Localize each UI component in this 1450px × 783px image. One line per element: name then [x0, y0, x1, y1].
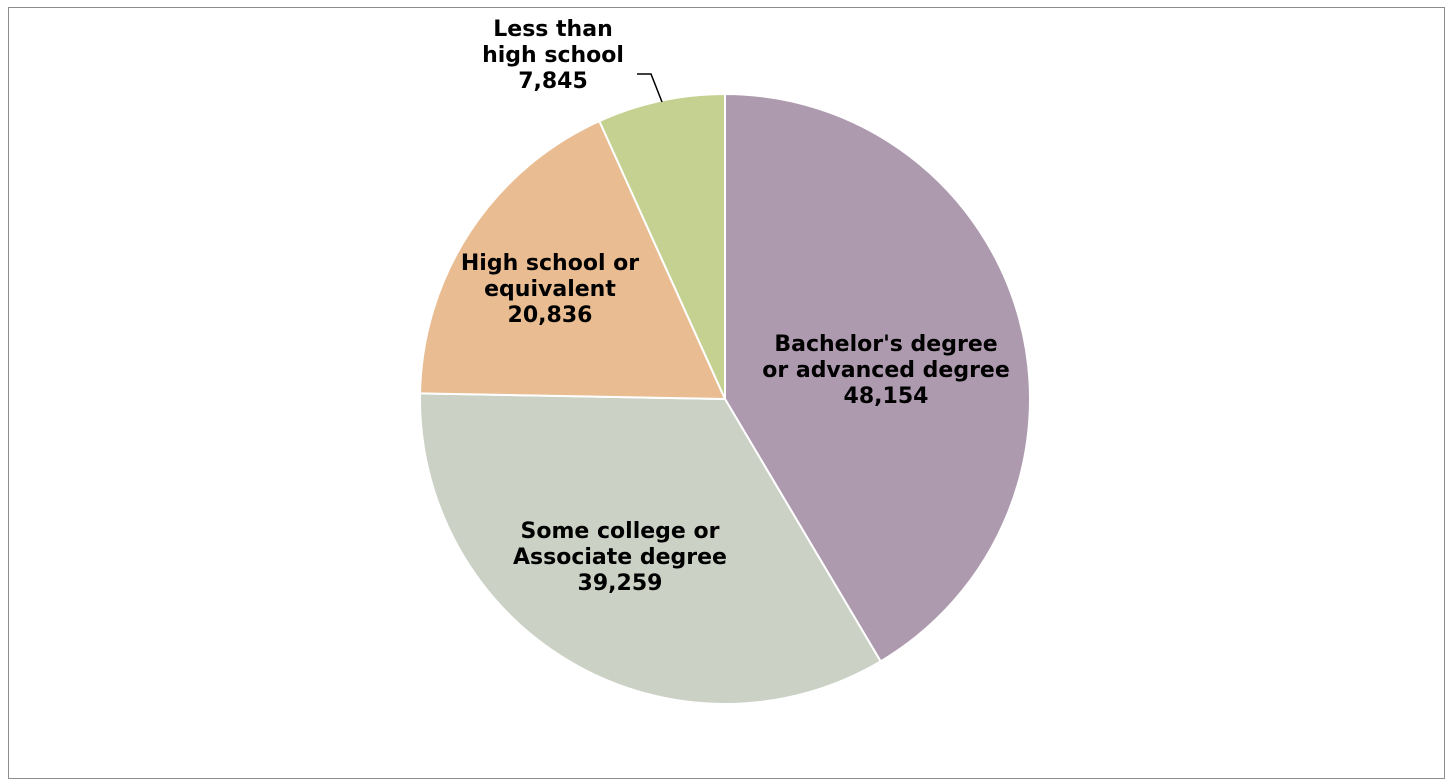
slice-category-label: Less than [493, 17, 612, 42]
pie-slices [420, 94, 1030, 704]
slice-category-label: Bachelor's degree [774, 332, 997, 357]
slice-category-label: or advanced degree [762, 358, 1010, 383]
leader-line-3 [637, 74, 662, 102]
slice-label-3: Less than high school 7,845 [482, 17, 624, 94]
slice-category-label: high school [482, 43, 624, 68]
slice-category-label: equivalent [484, 277, 616, 302]
slice-value-label: 39,259 [578, 571, 663, 596]
slice-value-label: 48,154 [844, 384, 929, 409]
slice-value-label: 20,836 [508, 303, 593, 328]
slice-value-label: 7,845 [518, 69, 588, 94]
leader-lines [637, 74, 662, 102]
slice-category-label: High school or [461, 251, 639, 276]
slice-category-label: Some college or [521, 519, 720, 544]
slice-category-label: Associate degree [513, 545, 727, 570]
